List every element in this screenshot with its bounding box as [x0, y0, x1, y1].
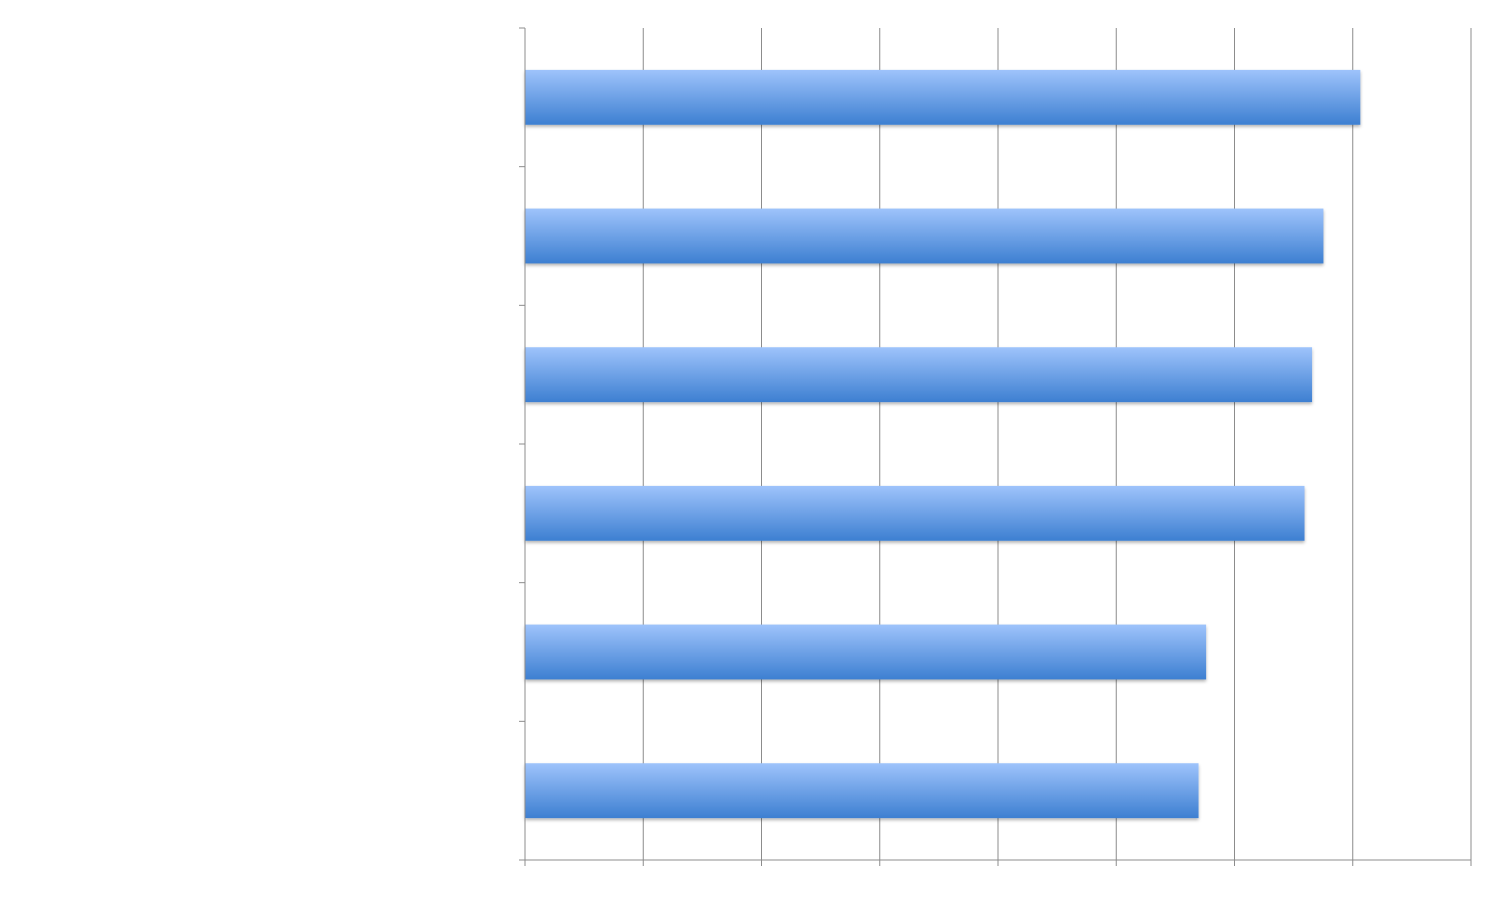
axes: [519, 27, 1472, 866]
gridlines: [642, 28, 1472, 860]
bar-6: [525, 763, 1199, 819]
bar-3: [525, 347, 1313, 403]
bar-1: [525, 69, 1361, 125]
bar-5: [525, 624, 1207, 680]
bar-2: [525, 208, 1324, 264]
bar-4: [525, 485, 1305, 541]
bars: [525, 69, 1361, 819]
